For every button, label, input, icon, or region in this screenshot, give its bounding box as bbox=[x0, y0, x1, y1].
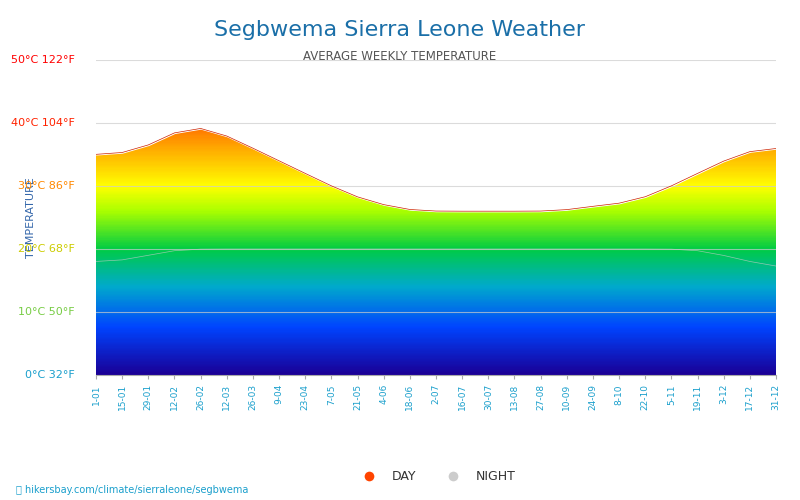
Text: 30°C 86°F: 30°C 86°F bbox=[18, 181, 75, 191]
Text: 10°C 50°F: 10°C 50°F bbox=[18, 307, 75, 317]
Text: 50°C 122°F: 50°C 122°F bbox=[11, 55, 75, 65]
Text: 20°C 68°F: 20°C 68°F bbox=[18, 244, 75, 254]
Text: AVERAGE WEEKLY TEMPERATURE: AVERAGE WEEKLY TEMPERATURE bbox=[303, 50, 497, 63]
Legend: DAY, NIGHT: DAY, NIGHT bbox=[351, 466, 521, 488]
Text: 0°C 32°F: 0°C 32°F bbox=[26, 370, 75, 380]
Text: 40°C 104°F: 40°C 104°F bbox=[11, 118, 75, 128]
Text: ⌖ hikersbay.com/climate/sierraleone/segbwema: ⌖ hikersbay.com/climate/sierraleone/segb… bbox=[16, 485, 248, 495]
Y-axis label: TEMPERATURE: TEMPERATURE bbox=[26, 177, 35, 258]
Text: Segbwema Sierra Leone Weather: Segbwema Sierra Leone Weather bbox=[214, 20, 586, 40]
